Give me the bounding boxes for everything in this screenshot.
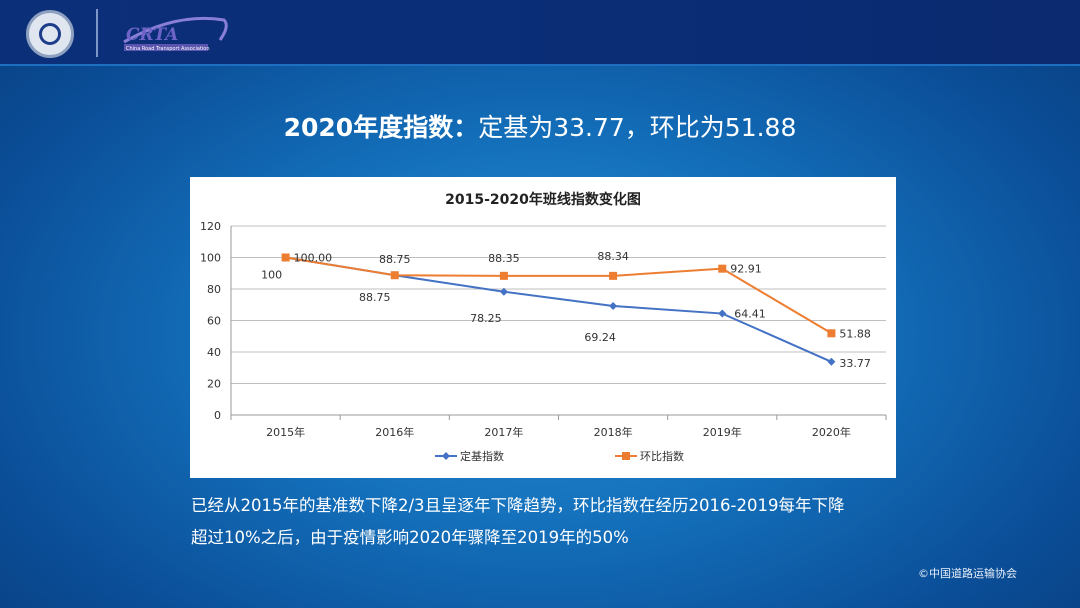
y-tick-label: 60 xyxy=(207,315,221,328)
series-line-1 xyxy=(285,256,832,335)
marker-square xyxy=(499,271,508,280)
x-tick-label: 2015年 xyxy=(266,425,305,439)
crta-logo: CRTA China Road Transport Association xyxy=(123,16,228,52)
data-label: 88.75 xyxy=(379,253,411,266)
marker-diamond xyxy=(827,357,836,366)
chart-svg: 2015-2020年班线指数变化图 0 20 40 60 80 100 120 2015年 20… xyxy=(200,191,887,463)
y-tick-label: 20 xyxy=(207,378,221,391)
data-label: 100.00 xyxy=(294,252,333,265)
data-label: 78.25 xyxy=(470,312,502,325)
logo-divider xyxy=(96,9,98,57)
data-label: 33.77 xyxy=(839,357,871,370)
marker-square xyxy=(609,271,618,280)
copyright: ©中国道路运输协会 xyxy=(918,567,1017,580)
x-tick-label: 2016年 xyxy=(375,425,414,439)
line-chart: 2015-2020年班线指数变化图 0 20 40 60 80 100 120 2015年 20… xyxy=(190,177,896,478)
legend-marker xyxy=(622,452,630,460)
y-tick-label: 40 xyxy=(207,346,221,359)
x-tick-label: 2017年 xyxy=(484,425,523,439)
data-label: 51.88 xyxy=(839,327,871,340)
legend-label: 定基指数 xyxy=(460,449,504,463)
data-label: 88.75 xyxy=(359,291,391,304)
marker-square xyxy=(718,264,727,273)
marker-diamond xyxy=(499,287,508,296)
body-text: 已经从2015年的基准数下降2/3且呈逐年下降趋势，环比指数在经历2016-20… xyxy=(191,490,951,554)
data-label: 69.24 xyxy=(584,331,616,344)
legend-marker xyxy=(442,452,450,460)
marker-diamond xyxy=(718,309,727,318)
x-tick-label: 2018年 xyxy=(594,425,633,439)
marker-square xyxy=(390,271,399,280)
svg-text:China Road Transport Associati: China Road Transport Association xyxy=(126,46,210,52)
marker-diamond xyxy=(609,301,618,310)
slide-title: 2020年度指数：定基为33.77，环比为51.88 xyxy=(283,113,797,142)
data-label: 92.91 xyxy=(730,263,762,276)
ministry-seal-logo xyxy=(26,10,74,58)
data-label: 100 xyxy=(261,269,282,282)
marker-square xyxy=(281,253,290,262)
data-label: 64.41 xyxy=(734,308,766,321)
y-tick-label: 120 xyxy=(200,220,221,233)
y-tick-label: 100 xyxy=(200,252,221,265)
x-tick-label: 2020年 xyxy=(812,425,851,439)
chart-title: 2015-2020年班线指数变化图 xyxy=(445,191,641,208)
legend-label: 环比指数 xyxy=(640,449,684,463)
y-tick-label: 0 xyxy=(214,409,221,422)
svg-text:CRTA: CRTA xyxy=(126,25,178,45)
x-tick-label: 2019年 xyxy=(703,425,742,439)
data-label: 88.35 xyxy=(488,252,519,265)
body-line: 已经从2015年的基准数下降2/3且呈逐年下降趋势，环比指数在经历2016-20… xyxy=(191,496,845,515)
data-label: 88.34 xyxy=(597,250,629,263)
body-line: 超过10%之后，由于疫情影响2020年骤降至2019年的50% xyxy=(191,528,629,547)
header-bar: CRTA China Road Transport Association xyxy=(0,0,1080,66)
y-tick-label: 80 xyxy=(207,283,221,296)
marker-square xyxy=(827,329,836,338)
